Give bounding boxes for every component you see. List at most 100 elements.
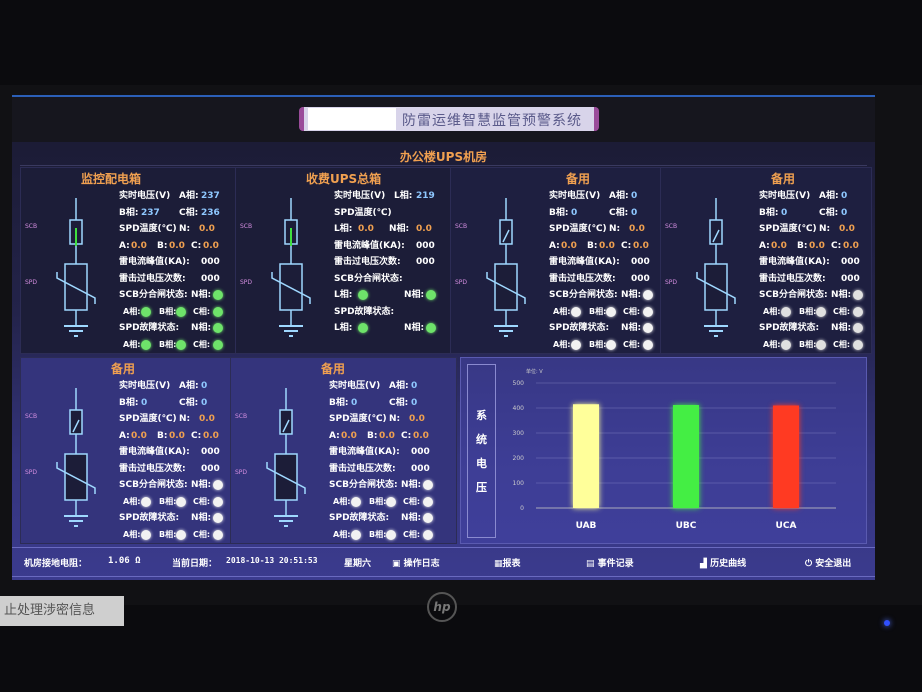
fault-n-label: N相: (831, 323, 852, 333)
scb-a-indicator (571, 306, 581, 317)
fault-a-label: A相: (553, 339, 571, 349)
temp-b-label: B: (587, 240, 598, 251)
scb-a-label: A相: (333, 496, 351, 506)
spd-fault-label: SPD故障状态: (549, 323, 610, 333)
scb-b-indicator (386, 496, 396, 507)
device-panel: 备用 SCB SPD 实时电压(V) A相: 0 B相: 0 C相: 0 SPD温度(℃) N:… (20, 357, 232, 544)
fault-a-indicator (781, 339, 791, 350)
logo-area (308, 108, 396, 130)
voltage-a-value: 237 (201, 191, 220, 201)
fault-a-indicator (351, 529, 361, 540)
panel-title: 备用 (321, 362, 346, 376)
temp-b-label: B: (367, 430, 378, 441)
scb-n-label: N相: (621, 290, 642, 300)
temp-b-label: B: (157, 240, 168, 251)
report-button[interactable]: ▦报表 (494, 556, 521, 569)
phase-b-label: B相: (119, 207, 139, 218)
scb-a-indicator (141, 306, 151, 317)
temp-c-value: 0.0 (633, 240, 649, 251)
operation-log-label: 操作日志 (403, 559, 440, 569)
phase-c-label: C相: (179, 207, 199, 218)
voltage-b-value: 0 (141, 397, 148, 408)
phase-a-label: A相: (179, 381, 199, 391)
fault-n-label: N相: (191, 513, 212, 523)
device-panel: 备用 SCB SPD 实时电压(V) A相: 0 B相: 0 C相: 0 SPD温度(℃) N:… (660, 167, 872, 354)
fault-c-indicator (213, 339, 223, 350)
voltage-label: 实时电压(V) (334, 191, 386, 201)
fault-n-label: N相: (621, 323, 642, 333)
voltage-c-value: 0 (841, 207, 848, 218)
temp-n-label: N: (609, 224, 621, 234)
power-led (884, 620, 890, 626)
scb-c-indicator (213, 496, 223, 507)
fault-l-indicator (358, 323, 368, 333)
spd-temp-label: SPD温度(℃) (119, 414, 177, 424)
spd-temp-label: SPD温度(℃) (759, 224, 817, 234)
phase-c-label: C相: (819, 207, 839, 218)
temp-a-value: 0.0 (561, 240, 577, 251)
fault-n-label: N相: (191, 323, 212, 333)
fault-b-label: B相: (369, 529, 387, 539)
log-icon: ▣ (392, 559, 404, 569)
scb-c-label: C相: (403, 496, 421, 506)
scb-state-label: SCB分合闸状态: (759, 290, 828, 300)
panel-title: 备用 (566, 172, 591, 186)
voltage-a-value: 0 (411, 381, 418, 391)
power-icon: ⏻ (805, 559, 816, 569)
screen: 防雷运维智慧监管预警系统 办公楼UPS机房 监控配电箱 SCB SPD 实时电压… (12, 95, 875, 580)
scb-label: SCB (455, 223, 467, 230)
y-tick-label: 100 (513, 480, 525, 487)
datetime: 2018-10-13 20:51:53 (226, 556, 318, 565)
safe-exit-button[interactable]: ⏻ 安全退出 (805, 556, 851, 569)
spd-fault-label: SPD故障状态: (759, 323, 820, 333)
surge-count-label: 雷击过电压次数: (119, 273, 186, 284)
hp-logo: hp (427, 592, 457, 622)
bar-uca (773, 405, 799, 508)
voltage-b-value: 0 (351, 397, 358, 408)
voltage-label: 实时电压(V) (549, 191, 601, 201)
voltage-c-value: 0 (631, 207, 638, 218)
temp-l-label: L相: (334, 224, 353, 234)
spd-label: SPD (25, 469, 37, 476)
scb-n-indicator (423, 480, 433, 490)
peak-current-value: 000 (631, 257, 650, 267)
scb-state-label: SCB分合闸状态: (549, 290, 618, 300)
fault-c-label: C相: (193, 339, 211, 349)
temp-n-label: N: (179, 224, 191, 234)
temp-n-label: N: (819, 224, 831, 234)
temp-n-label: N: (179, 414, 191, 424)
event-icon: ▤ (586, 559, 598, 569)
scb-spd-diagram: SCB SPD (240, 198, 311, 337)
fault-a-label: A相: (123, 529, 141, 539)
spd-label: SPD (665, 279, 677, 286)
y-tick-label: 300 (513, 430, 525, 437)
spd-temp-label: SPD温度(℃) (334, 207, 392, 218)
panel-title: 监控配电箱 (81, 172, 142, 186)
event-record-button[interactable]: ▤ 事件记录 (586, 556, 634, 569)
scb-n-label: N相: (191, 480, 212, 490)
scb-spd-diagram: SCB SPD (455, 198, 526, 337)
history-curve-button[interactable]: ▟ 历史曲线 (700, 556, 746, 569)
peak-current-label: 雷电流峰值(KA): (329, 447, 400, 457)
surge-count-label: 雷击过电压次数: (119, 463, 186, 474)
surge-count-value: 000 (841, 273, 860, 284)
scb-label: SCB (25, 223, 37, 230)
scb-spd-diagram: SCB SPD (25, 198, 96, 337)
operation-log-button[interactable]: ▣ 操作日志 (392, 556, 440, 569)
surge-count-label: 雷击过电压次数: (334, 257, 401, 267)
temp-b-value: 0.0 (379, 430, 395, 441)
voltage-label: 实时电压(V) (329, 381, 381, 391)
phase-b-label: B相: (759, 207, 779, 218)
scb-b-indicator (176, 306, 186, 317)
surge-count-value: 000 (201, 273, 220, 284)
bar-uab (573, 404, 599, 508)
scb-label: SCB (240, 223, 252, 230)
scb-state-label: SCB分合闸状态: (119, 290, 188, 300)
y-axis-unit: 单位: V (526, 368, 543, 375)
temp-b-value: 0.0 (169, 240, 185, 251)
voltage-label: 实时电压(V) (119, 191, 171, 201)
chart-side-label: 系统电压 (467, 364, 496, 538)
fault-a-label: A相: (333, 529, 351, 539)
spd-label: SPD (25, 279, 37, 286)
surge-count-label: 雷击过电压次数: (759, 273, 826, 284)
